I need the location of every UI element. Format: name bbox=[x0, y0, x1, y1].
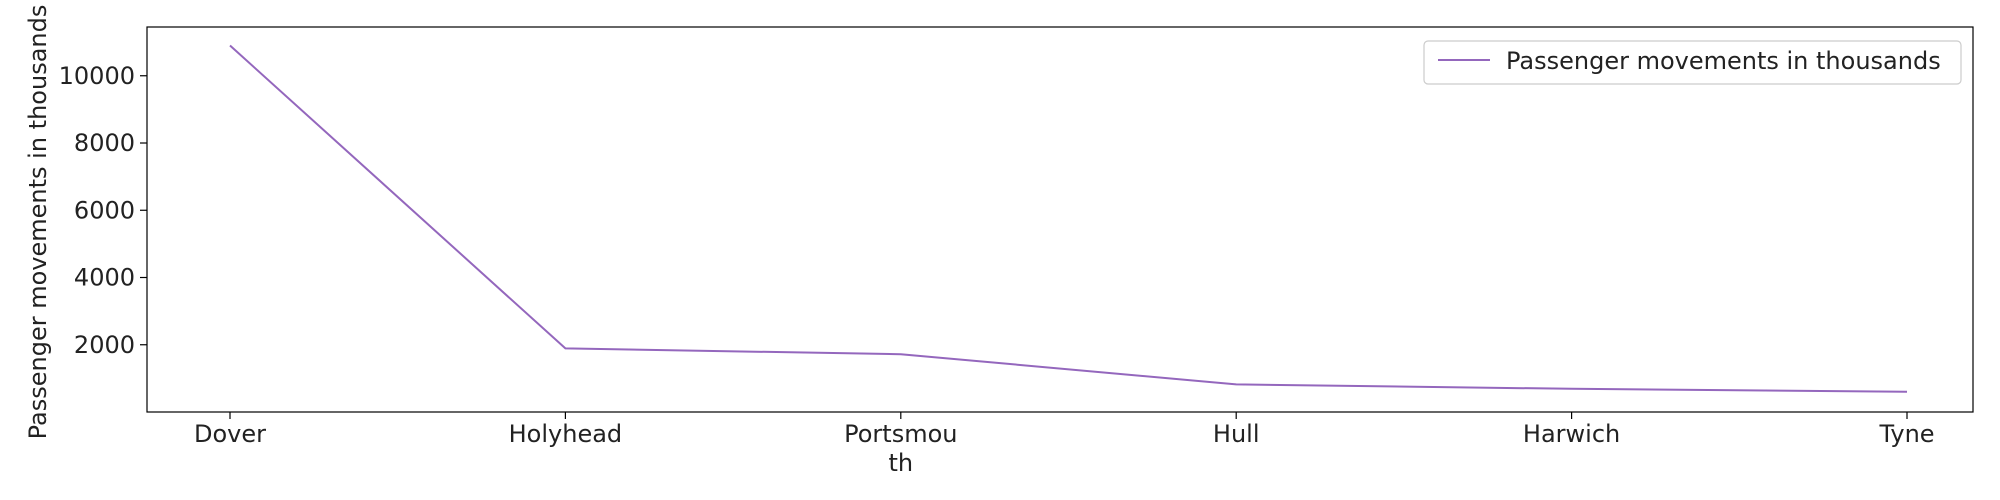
x-tick-label: Portsmou th bbox=[844, 420, 957, 477]
series-layer bbox=[229, 44, 1908, 393]
x-tick-label: Hull bbox=[1213, 420, 1260, 448]
y-tick-label: 2000 bbox=[74, 331, 135, 359]
x-tick-label: Holyhead bbox=[509, 420, 623, 448]
y-tick-label: 4000 bbox=[74, 264, 135, 292]
legend-frame bbox=[1423, 40, 1962, 85]
y-tick-label: 8000 bbox=[74, 129, 135, 157]
series-line bbox=[229, 44, 1908, 393]
y-tick-label: 10000 bbox=[59, 62, 135, 90]
x-tick-label: Dover bbox=[194, 420, 266, 448]
plot-area-frame bbox=[146, 26, 1974, 413]
y-axis-label: Passenger movements in thousands bbox=[24, 5, 52, 440]
legend-series-label: Passenger movements in thousands bbox=[1506, 47, 1941, 75]
y-axis-ticks: 2000 4000 6000 8000 10000 bbox=[59, 62, 147, 359]
y-tick-label: 6000 bbox=[74, 196, 135, 224]
x-axis-ticks: Dover Holyhead Portsmou th Hull Harwich Tyne bbox=[194, 412, 1935, 477]
x-tick-label: Harwich bbox=[1523, 420, 1620, 448]
legend: Passenger movements in thousands bbox=[1423, 40, 1962, 85]
x-tick-label: Tyne bbox=[1878, 420, 1934, 448]
